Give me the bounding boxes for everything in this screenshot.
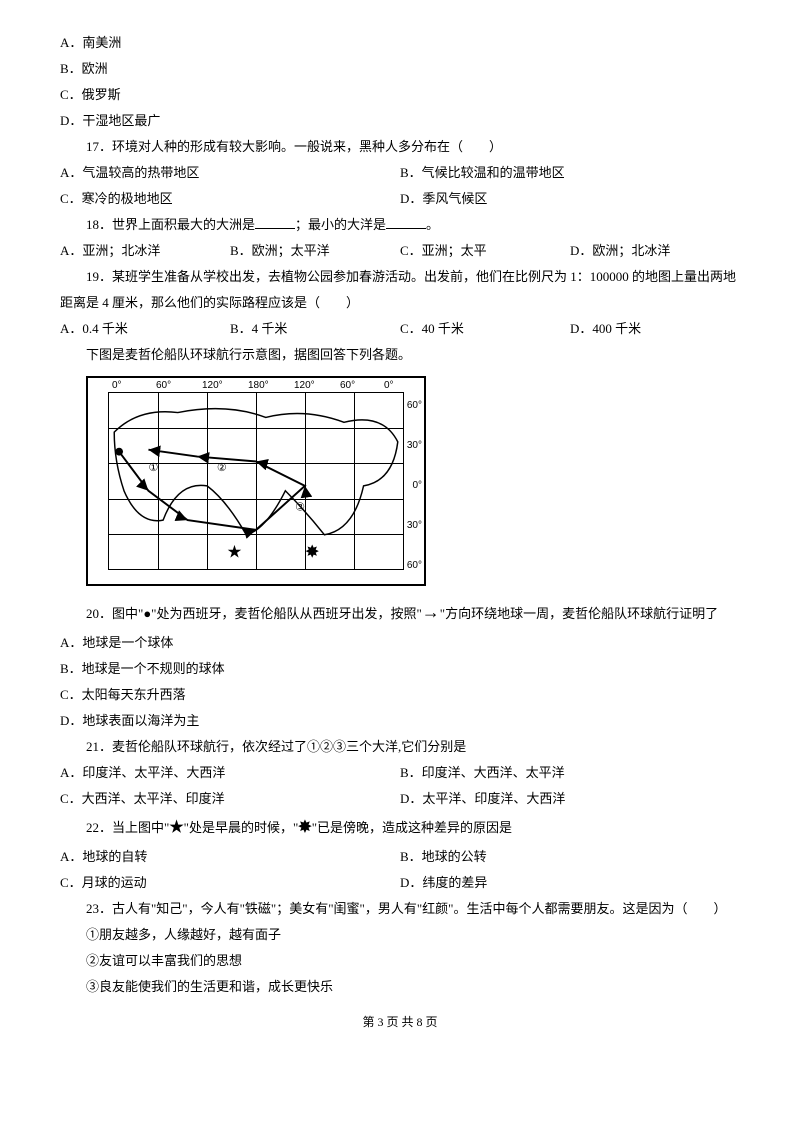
q18-stem: 18．世界上面积最大的大洲是 ；最小的大洋是 。 [60,212,740,238]
q21-opts-row2: C．大西洋、太平洋、印度洋 D．太平洋、印度洋、大西洋 [60,786,740,812]
q22-opt-c: C．月球的运动 [60,870,400,896]
q18-text-pre: 18．世界上面积最大的大洲是 [86,217,255,232]
q19-opts: A．0.4 千米 B．4 千米 C．40 千米 D．400 千米 [60,316,740,342]
q21-opt-a: A．印度洋、太平洋、大西洋 [60,760,400,786]
q18-text-suf: 。 [426,217,439,232]
q23-s2: ②友谊可以丰富我们的思想 [60,948,740,974]
q22-opt-a: A．地球的自转 [60,844,400,870]
blank-2 [386,216,426,229]
world-map-diagram: 0° 60° 120° 180° 120° 60° 0° 60° 30° 0° … [86,376,426,586]
q17-opt-c: C．寒冷的极地地区 [60,186,400,212]
svg-text:✸: ✸ [305,541,320,561]
map-caption: 下图是麦哲伦船队环球航行示意图，据图回答下列各题。 [60,342,740,368]
deg-r-3: 0° [412,476,422,496]
q21-opts-row1: A．印度洋、太平洋、大西洋 B．印度洋、大西洋、太平洋 [60,760,740,786]
q22-opt-b: B．地球的公转 [400,844,740,870]
q23-stem: 23．古人有"知己"，今人有"铁磁"；美女有"闺蜜"，男人有"红颜"。生活中每个… [60,896,740,922]
q22-stem: 22．当上图中"★"处是早晨的时候，"✸"已是傍晚，造成这种差异的原因是 [60,812,740,844]
q21-opt-d: D．太平洋、印度洋、大西洋 [400,786,740,812]
q20-opt-b: B．地球是一个不规则的球体 [60,656,740,682]
q19-stem: 19．某班学生准备从学校出发，去植物公园参加春游活动。出发前，他们在比例尺为 1… [60,264,740,316]
deg-r-2: 30° [407,436,422,456]
q16-opt-d: D．干湿地区最广 [60,108,740,134]
q22-t1: 22．当上图中" [86,820,169,835]
q18-opt-d: D．欧洲；北冰洋 [570,238,740,264]
q16-opt-c: C．俄罗斯 [60,82,740,108]
q22-opt-d: D．纬度的差异 [400,870,740,896]
svg-text:②: ② [217,462,227,474]
q16-opt-a: A．南美洲 [60,30,740,56]
q17-stem: 17．环境对人种的形成有较大影响。一般说来，黑种人多分布在（ ） [60,134,740,160]
arrow-icon: → [422,602,440,622]
q17-opts-row1: A．气温较高的热带地区 B．气候比较温和的温带地区 [60,160,740,186]
page-footer: 第 3 页 共 8 页 [60,1010,740,1034]
q22-t2: "处是早晨的时候，" [184,820,299,835]
q18-text-mid: ；最小的大洋是 [295,217,386,232]
q17-opt-a: A．气温较高的热带地区 [60,160,400,186]
q21-stem: 21．麦哲伦船队环球航行，依次经过了①②③三个大洋,它们分别是 [60,734,740,760]
q16-opt-b: B．欧洲 [60,56,740,82]
q19-opt-c: C．40 千米 [400,316,570,342]
map-svg: ② ③ ① ★ ✸ [109,393,403,569]
q21-opt-c: C．大西洋、太平洋、印度洋 [60,786,400,812]
q18-opt-b: B．欧洲；太平洋 [230,238,400,264]
q20-t1: 20．图中" [86,606,143,621]
q20-stem: 20．图中"●"处为西班牙，麦哲伦船队从西班牙出发，按照"→"方向环绕地球一周，… [60,594,740,630]
q23-s1: ①朋友越多，人缘越好，越有面子 [60,922,740,948]
q17-opts-row2: C．寒冷的极地地区 D．季风气候区 [60,186,740,212]
deg-r-5: 60° [407,556,422,576]
q20-t2: "处为西班牙，麦哲伦船队从西班牙出发，按照" [151,606,422,621]
q22-opts-row1: A．地球的自转 B．地球的公转 [60,844,740,870]
q19-opt-b: B．4 千米 [230,316,400,342]
q22-opts-row2: C．月球的运动 D．纬度的差异 [60,870,740,896]
burst-icon: ✸ [298,819,311,836]
q18-opt-c: C．亚洲；太平 [400,238,570,264]
q20-opt-c: C．太阳每天东升西落 [60,682,740,708]
q18-opt-a: A．亚洲；北冰洋 [60,238,230,264]
q18-opts: A．亚洲；北冰洋 B．欧洲；太平洋 C．亚洲；太平 D．欧洲；北冰洋 [60,238,740,264]
deg-r-1: 60° [407,396,422,416]
q17-opt-b: B．气候比较温和的温带地区 [400,160,740,186]
svg-text:①: ① [148,462,158,474]
q20-opt-d: D．地球表面以海洋为主 [60,708,740,734]
q21-opt-b: B．印度洋、大西洋、太平洋 [400,760,740,786]
svg-text:③: ③ [295,501,305,513]
q19-opt-d: D．400 千米 [570,316,740,342]
q20-t3: "方向环绕地球一周，麦哲伦船队环球航行证明了 [440,606,718,621]
q20-opt-a: A．地球是一个球体 [60,630,740,656]
svg-text:★: ★ [227,541,243,561]
star-icon: ★ [169,819,183,836]
q19-opt-a: A．0.4 千米 [60,316,230,342]
q22-t3: "已是傍晚，造成这种差异的原因是 [312,820,512,835]
deg-r-4: 30° [407,516,422,536]
blank-1 [255,216,295,229]
q23-s3: ③良友能使我们的生活更和谐，成长更快乐 [60,974,740,1000]
q17-opt-d: D．季风气候区 [400,186,740,212]
dot-icon: ● [143,606,151,621]
map-grid: ② ③ ① ★ ✸ [108,392,404,570]
